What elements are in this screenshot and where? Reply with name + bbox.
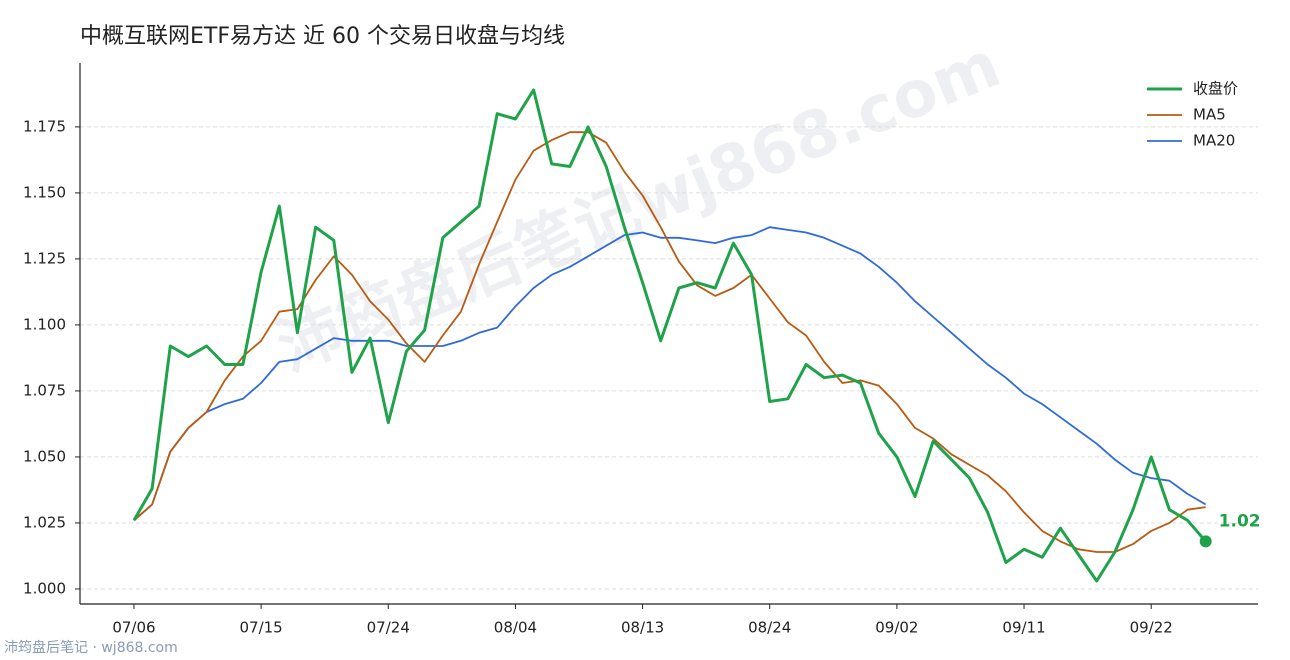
legend-label: MA5 — [1193, 106, 1226, 124]
chart-title: 中概互联网ETF易方达 近 60 个交易日收盘与均线 — [80, 24, 565, 49]
y-tick-label: 1.000 — [23, 579, 66, 597]
x-tick-label: 08/04 — [494, 619, 537, 637]
line — [133, 131, 1206, 553]
x-tick-label: 08/24 — [748, 619, 791, 637]
legend-label: 收盘价 — [1193, 80, 1238, 98]
end-point — [1199, 535, 1212, 548]
x-tick-label: 07/24 — [367, 619, 410, 637]
x-tick-label: 09/11 — [1002, 619, 1045, 637]
y-tick-label: 1.025 — [23, 513, 66, 531]
y-tick-label: 1.125 — [23, 249, 66, 267]
x-tick-label: 09/22 — [1130, 619, 1173, 637]
watermark: 沛筠盘后笔记wj868.com — [267, 28, 1010, 386]
y-tick-label: 1.150 — [23, 183, 66, 201]
legend-label: MA20 — [1193, 132, 1235, 150]
line — [132, 88, 1207, 583]
end-label: 1.02 — [1219, 511, 1261, 531]
line — [133, 226, 1207, 521]
x-tick-label: 08/13 — [621, 619, 664, 637]
footer: 沛筠盘后笔记 · wj868.com — [4, 639, 178, 656]
x-tick-label: 09/02 — [875, 619, 918, 637]
y-tick-label: 1.175 — [23, 117, 66, 135]
y-tick-label: 1.075 — [23, 381, 66, 399]
y-tick-label: 1.100 — [23, 315, 66, 333]
x-tick-label: 07/06 — [112, 619, 155, 637]
y-tick-label: 1.050 — [23, 447, 66, 465]
x-tick-label: 07/15 — [239, 619, 282, 637]
